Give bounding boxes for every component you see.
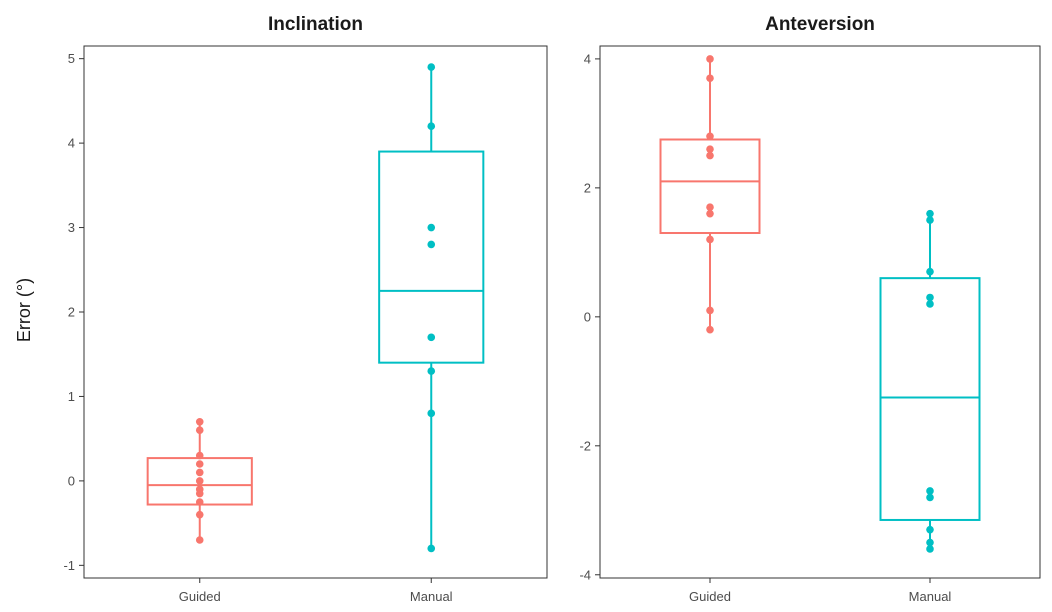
data-point <box>926 538 934 547</box>
data-point <box>195 489 204 498</box>
data-point <box>926 267 934 276</box>
y-tick-label: 2 <box>584 180 591 195</box>
data-point <box>427 333 436 342</box>
data-point <box>195 510 204 519</box>
data-point <box>706 306 714 315</box>
data-point <box>706 74 714 83</box>
data-point <box>706 209 714 218</box>
data-point <box>926 216 934 224</box>
x-tick-label: Manual <box>410 589 453 604</box>
x-tick-label: Manual <box>909 589 952 604</box>
panel-frame <box>599 45 1041 579</box>
data-point <box>926 300 934 308</box>
data-point <box>427 63 436 71</box>
data-point <box>195 451 204 460</box>
data-point <box>706 151 714 160</box>
data-point <box>706 132 714 141</box>
y-tick-label: 5 <box>68 51 75 66</box>
y-tick-label: 2 <box>68 305 75 320</box>
data-point <box>706 325 714 334</box>
data-point <box>195 468 204 477</box>
data-point <box>926 493 934 502</box>
data-point <box>195 477 204 485</box>
box-iqr <box>378 150 485 364</box>
y-tick-label: -2 <box>579 438 591 453</box>
data-point <box>427 367 436 375</box>
data-point <box>926 293 934 302</box>
box-iqr <box>879 277 981 521</box>
x-tick-label: Guided <box>179 589 221 604</box>
x-tick-label: Guided <box>689 589 731 604</box>
y-axis-title: Error (°) <box>14 278 34 342</box>
data-point <box>195 536 204 544</box>
y-tick-label: 0 <box>68 473 75 488</box>
data-point <box>926 487 934 495</box>
data-point <box>427 122 436 131</box>
panel-frame <box>83 45 548 579</box>
data-point <box>926 545 934 553</box>
panel-title: Anteversion <box>765 14 875 35</box>
data-point <box>195 460 204 468</box>
data-point <box>926 209 934 218</box>
y-tick-label: -4 <box>579 567 591 582</box>
data-point <box>427 409 436 418</box>
y-tick-label: -1 <box>63 558 75 573</box>
data-point <box>706 145 714 153</box>
y-tick-label: 4 <box>584 51 591 66</box>
y-tick-label: 3 <box>68 220 75 235</box>
y-tick-label: 4 <box>68 136 75 151</box>
y-tick-label: 1 <box>68 389 75 404</box>
data-point <box>195 417 204 426</box>
data-point <box>706 203 714 212</box>
panel-title: Inclination <box>268 14 363 35</box>
data-point <box>427 223 436 232</box>
data-point <box>427 544 436 553</box>
data-point <box>706 55 714 63</box>
y-tick-label: 0 <box>584 309 591 324</box>
data-point <box>706 235 714 244</box>
data-point <box>195 426 204 435</box>
data-point <box>926 525 934 534</box>
data-point <box>195 498 204 506</box>
data-point <box>427 240 436 249</box>
